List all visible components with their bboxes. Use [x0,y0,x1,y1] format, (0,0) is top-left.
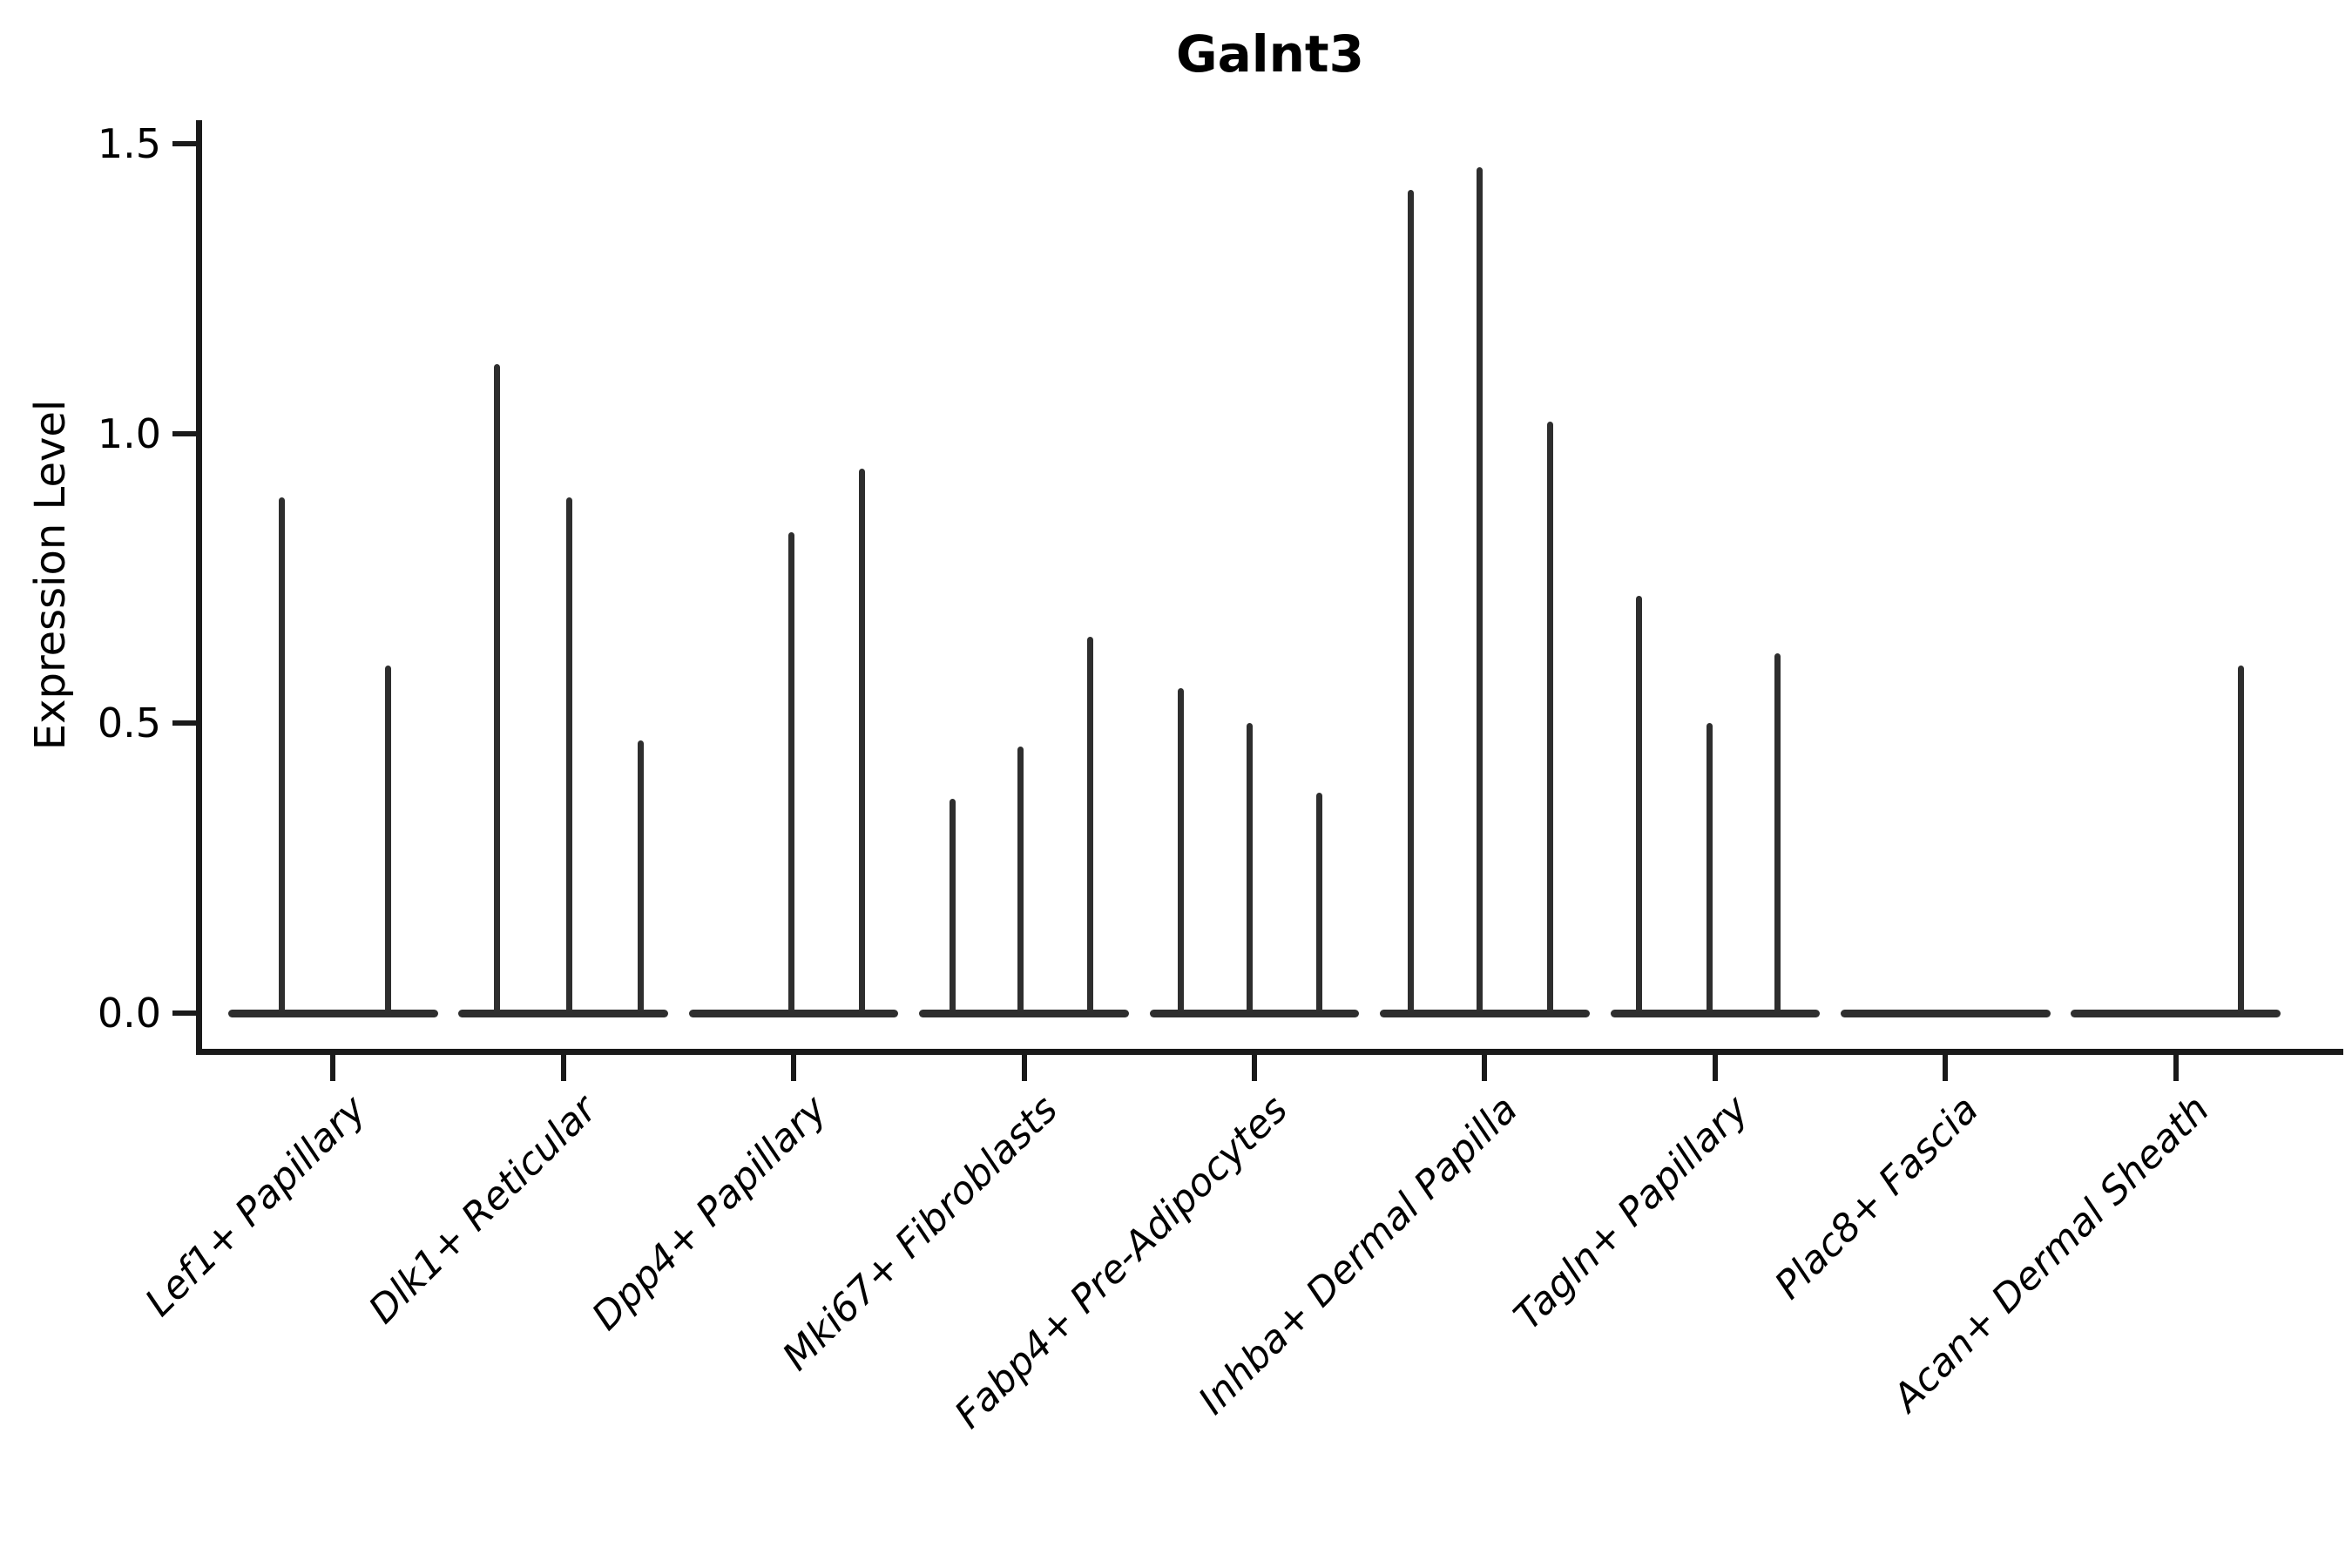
violin-body [1610,1010,1821,1017]
violin-spike [1547,422,1554,1017]
y-tick-label: 0.5 [97,700,161,747]
y-tick-label: 1.0 [97,409,161,457]
violin-body [919,1010,1129,1017]
x-tick [560,1055,566,1081]
violin-spike [787,531,794,1017]
y-tick [172,430,199,436]
violin-spike [278,497,285,1017]
violin-spike [384,665,391,1017]
x-tick [1252,1055,1257,1081]
violin-spike [1408,190,1415,1017]
violin-spike [858,468,865,1017]
x-tick [791,1055,797,1081]
x-tick [1021,1055,1027,1081]
chart-title: Galnt3 [1176,24,1364,84]
violin-spike [950,798,956,1017]
violin-spike [566,497,573,1017]
x-tick [1712,1055,1718,1081]
y-tick [172,1010,199,1016]
violin-spike [1086,636,1093,1017]
x-tick [2173,1055,2179,1081]
violin-spike [1247,723,1254,1017]
x-tick [1943,1055,1949,1081]
violin-spike [1017,746,1024,1017]
violin-body [1841,1010,2051,1017]
violin-body [1380,1010,1590,1017]
violin-spike [494,363,501,1017]
violin-body [458,1010,668,1017]
violin-body [2071,1010,2281,1017]
violin-body [227,1010,438,1017]
violin-spike [2238,665,2245,1017]
y-tick-label: 0.0 [97,990,161,1037]
x-tick [330,1055,336,1081]
violin-spike [1636,595,1643,1017]
violin-spike [1774,653,1781,1017]
y-tick [172,141,199,146]
y-axis-spine [196,120,202,1055]
y-tick-label: 1.5 [97,120,161,167]
violin-spike [638,740,645,1017]
violin-spike [1315,793,1322,1017]
y-tick [172,720,199,727]
violin-spike [1476,166,1483,1017]
violin-body [1149,1010,1360,1017]
x-tick [1482,1055,1488,1081]
violin-spike [1706,723,1713,1017]
x-axis-spine [196,1049,2343,1055]
violin-spike [1177,688,1184,1017]
